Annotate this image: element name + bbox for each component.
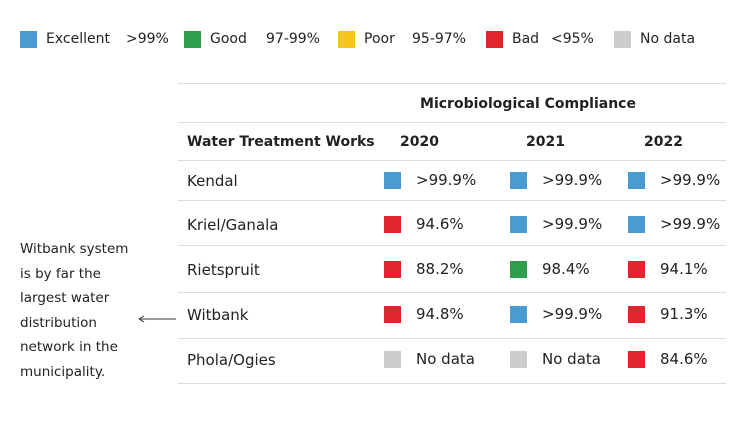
- rule: [178, 83, 726, 84]
- group-header: Microbiological Compliance: [420, 96, 636, 112]
- status-swatch: [384, 306, 401, 323]
- status-swatch: [510, 351, 527, 368]
- legend-label: Bad: [512, 31, 540, 47]
- legend-label: No data: [640, 31, 696, 47]
- cell-value: >99.9%: [542, 305, 603, 323]
- legend-label: Excellent: [46, 31, 110, 47]
- status-swatch: [384, 351, 401, 368]
- status-swatch: [384, 172, 401, 189]
- cell-value: >99.9%: [542, 215, 603, 233]
- status-swatch: [510, 216, 527, 233]
- note-line: Witbank system: [20, 241, 129, 257]
- legend-swatch: [184, 31, 201, 48]
- cell-value: 94.6%: [416, 215, 464, 233]
- cell-value: 94.1%: [660, 260, 708, 278]
- status-swatch: [628, 306, 645, 323]
- arrow: [138, 315, 176, 323]
- row-name: Witbank: [187, 306, 249, 324]
- cell-value: 98.4%: [542, 260, 590, 278]
- column-header: Water Treatment Works: [187, 134, 375, 150]
- cell-value: >99.9%: [660, 215, 721, 233]
- status-swatch: [510, 306, 527, 323]
- note-line: municipality.: [20, 364, 106, 380]
- note-line: distribution: [20, 314, 97, 331]
- row-name: Kendal: [187, 172, 238, 190]
- cell-value: 88.2%: [416, 260, 464, 278]
- row-name: Kriel/Ganala: [187, 216, 279, 234]
- column-header: 2020: [400, 134, 439, 150]
- rule: [178, 245, 726, 246]
- cell-value: 94.8%: [416, 305, 464, 323]
- column-header: 2021: [526, 134, 565, 150]
- note-line: network in the: [20, 339, 118, 356]
- status-swatch: [628, 261, 645, 278]
- rule: [178, 292, 726, 293]
- status-swatch: [628, 216, 645, 233]
- legend-range: 97-99%: [266, 31, 320, 47]
- legend-range: >99%: [126, 31, 169, 47]
- legend-swatch: [20, 31, 37, 48]
- legend-label: Good: [210, 31, 247, 47]
- rule: [178, 383, 726, 384]
- status-swatch: [628, 351, 645, 368]
- cell-value: >99.9%: [660, 171, 721, 189]
- cell-value: >99.9%: [416, 171, 477, 189]
- rule: [178, 122, 726, 123]
- column-header: 2022: [644, 134, 683, 150]
- rule: [178, 338, 726, 339]
- cell-value: No data: [542, 350, 601, 368]
- status-swatch: [628, 172, 645, 189]
- legend-swatch: [486, 31, 503, 48]
- legend-range: <95%: [551, 31, 594, 47]
- legend-range: 95-97%: [412, 31, 466, 47]
- rule: [178, 200, 726, 201]
- status-swatch: [384, 216, 401, 233]
- note-line: largest water: [20, 290, 110, 307]
- status-swatch: [510, 172, 527, 189]
- cell-value: >99.9%: [542, 171, 603, 189]
- row-name: Rietspruit: [187, 261, 260, 279]
- status-swatch: [384, 261, 401, 278]
- rule: [178, 160, 726, 161]
- cell-value: 91.3%: [660, 305, 708, 323]
- cell-value: 84.6%: [660, 350, 708, 368]
- note-line: is by far the: [20, 265, 101, 282]
- row-name: Phola/Ogies: [187, 351, 276, 369]
- legend-swatch: [614, 31, 631, 48]
- status-swatch: [510, 261, 527, 278]
- legend-label: Poor: [364, 31, 395, 47]
- cell-value: No data: [416, 350, 475, 368]
- legend-swatch: [338, 31, 355, 48]
